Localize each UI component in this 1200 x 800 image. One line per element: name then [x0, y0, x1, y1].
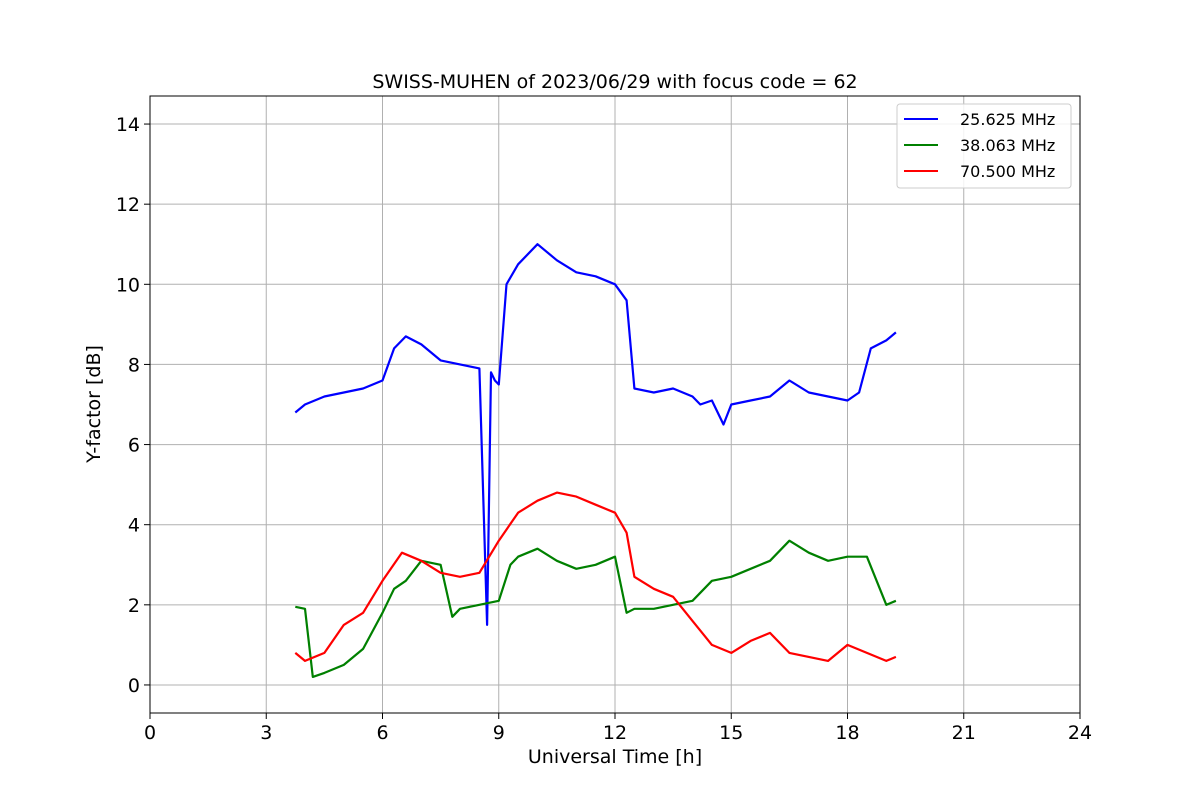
x-axis-ticks: 0 3 6 9 12 15 18 21 24	[144, 713, 1092, 744]
y-axis-ticks: 0 2 4 6 8 10 12 14	[116, 114, 150, 697]
series-line-3	[294, 491, 897, 663]
x-tick-label: 18	[835, 722, 859, 744]
y-tick-label: 14	[116, 114, 140, 136]
legend-box	[896, 103, 1072, 189]
legend-label-2: 38.063 MHz	[960, 136, 1055, 155]
series-line-1	[294, 243, 897, 627]
x-tick-label: 3	[260, 722, 272, 744]
y-tick-label: 4	[128, 515, 140, 537]
y-tick-label: 8	[128, 354, 140, 376]
series-line-2	[295, 539, 897, 679]
legend-label-1: 25.625 MHz	[960, 110, 1055, 129]
x-tick-label: 12	[603, 722, 627, 744]
x-tick-label: 15	[719, 722, 743, 744]
x-tick-label: 9	[493, 722, 505, 744]
x-tick-label: 0	[144, 722, 156, 744]
x-tick-label: 24	[1068, 722, 1092, 744]
y-axis-label: Y-factor [dB]	[83, 345, 105, 464]
y-tick-label: 12	[116, 194, 140, 216]
legend-label-3: 70.500 MHz	[960, 162, 1055, 181]
x-tick-label: 21	[952, 722, 976, 744]
y-tick-label: 10	[116, 274, 140, 296]
chart-title: SWISS-MUHEN of 2023/06/29 with focus cod…	[372, 71, 857, 93]
y-tick-label: 0	[128, 675, 140, 697]
x-axis-label: Universal Time [h]	[528, 746, 702, 768]
legend: 25.625 MHz 38.063 MHz 70.500 MHz	[896, 103, 1072, 189]
y-tick-label: 6	[128, 435, 140, 457]
x-tick-label: 6	[376, 722, 388, 744]
series-layer	[294, 243, 897, 679]
y-tick-label: 2	[128, 595, 140, 617]
